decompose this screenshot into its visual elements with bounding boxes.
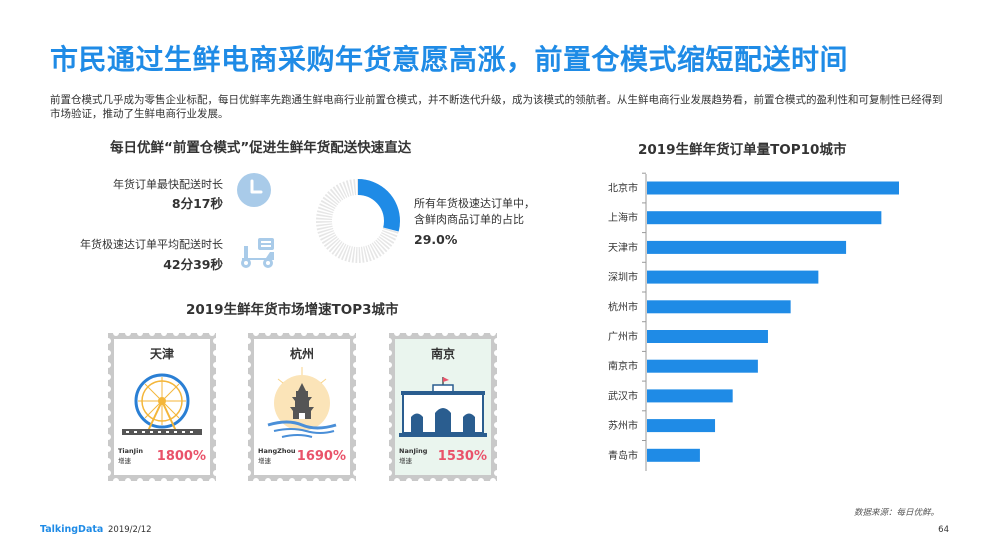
category-label: 青岛市	[608, 449, 638, 462]
city-stamp-nanjing: 南京 NanJing 增速 1530%	[389, 333, 497, 481]
stamp-city-en: HangZhou	[258, 447, 296, 455]
data-source: 数据来源：每日优鲜。	[853, 508, 939, 518]
category-label: 深圳市	[608, 271, 638, 284]
intro-paragraph: 前置仓模式几乎成为零售企业标配，每日优鲜率先跑通生鲜电商行业前置仓模式，并不断迭…	[50, 94, 943, 120]
stamp-growth-label: 增速	[118, 457, 131, 465]
growth-section-title: 2019生鲜年货市场增速TOP3城市	[186, 302, 399, 318]
stamp-city-name: 天津	[149, 347, 174, 361]
stamp-city-en: TianJin	[118, 447, 143, 455]
city-stamp-tianjin: 天津 TianJin 增速 1800%	[108, 333, 216, 481]
stamp-growth-value: 1800%	[156, 449, 206, 464]
ferris-wheel-icon	[122, 373, 202, 435]
bar-4	[647, 300, 791, 314]
bar-5	[647, 330, 768, 343]
meat-order-share-donut	[316, 179, 400, 263]
category-label: 广州市	[608, 330, 638, 343]
category-label: 武汉市	[608, 389, 638, 402]
clock-icon	[237, 173, 271, 207]
bar-0	[647, 181, 899, 195]
gate-building-icon	[399, 377, 487, 437]
stamp-growth-label: 增速	[399, 457, 412, 465]
donut-description-line2: 含鲜肉商品订单的占比	[414, 213, 524, 226]
average-delivery-value: 42分39秒	[163, 257, 223, 272]
chart-title: 2019生鲜年货订单量TOP10城市	[638, 142, 847, 158]
bar-3	[647, 270, 819, 284]
stamp-city-en: NanJing	[399, 447, 428, 455]
talkingdata-logo: TalkingData	[40, 524, 104, 535]
donut-description-line1: 所有年货极速达订单中，	[414, 197, 535, 210]
donut-value: 29.0%	[414, 232, 458, 247]
category-label: 苏州市	[608, 419, 638, 432]
category-label: 天津市	[608, 241, 638, 254]
category-label: 上海市	[608, 211, 638, 224]
stamp-growth-label: 增速	[258, 457, 271, 465]
stamp-city-name: 南京	[430, 347, 455, 361]
page-number: 64	[938, 525, 949, 535]
stamp-city-name: 杭州	[289, 347, 314, 361]
bar-8	[647, 419, 716, 433]
scooter-icon	[241, 238, 274, 268]
pagoda-icon	[267, 367, 337, 438]
donut-share-arc	[316, 179, 400, 263]
footer-date: 2019/2/12	[108, 525, 152, 535]
stamp-growth-value: 1690%	[296, 449, 346, 464]
category-label: 北京市	[608, 182, 638, 195]
page-title: 市民通过生鲜电商采购年货意愿高涨，前置仓模式缩短配送时间	[50, 43, 849, 76]
delivery-section-title: 每日优鲜“前置仓模式”促进生鲜年货配送快速直达	[110, 140, 412, 156]
category-label: 南京市	[608, 360, 638, 373]
bar-2	[647, 240, 847, 254]
fastest-delivery-label: 年货订单最快配送时长	[113, 178, 223, 191]
bar-7	[647, 389, 733, 403]
category-label: 杭州市	[608, 300, 638, 313]
bar-9	[647, 448, 700, 462]
average-delivery-label: 年货极速达订单平均配送时长	[80, 238, 223, 251]
bar-1	[647, 211, 882, 225]
city-stamp-hangzhou: 杭州 HangZhou 增速 1690%	[248, 333, 356, 481]
bar-6	[647, 359, 758, 373]
stamp-growth-value: 1530%	[437, 449, 487, 464]
fastest-delivery-value: 8分17秒	[171, 196, 223, 211]
